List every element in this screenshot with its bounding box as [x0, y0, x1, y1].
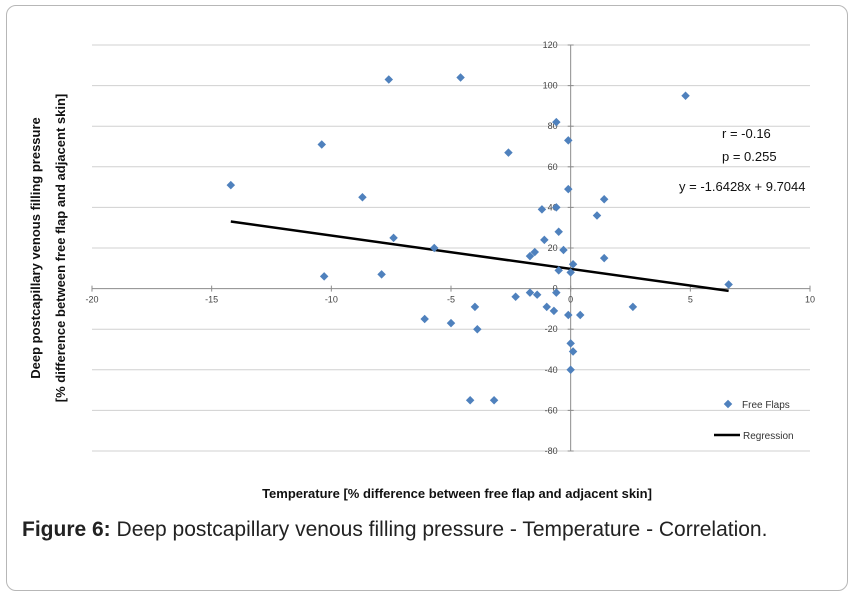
data-point: [599, 195, 609, 204]
data-point: [568, 347, 578, 356]
data-point: [456, 73, 465, 82]
data-point: [542, 302, 551, 312]
data-point: [628, 302, 638, 312]
x-axis-title: Temperature [% difference between free f…: [262, 486, 652, 501]
x-tick-label: -5: [447, 295, 455, 305]
data-point: [473, 324, 482, 334]
data-point: [384, 75, 394, 84]
y-tick-label: 100: [543, 81, 558, 91]
y-tick-label: -40: [545, 365, 558, 375]
y-tick-label: 80: [548, 121, 558, 131]
axes: [91, 44, 811, 452]
y-tick-label: 0: [553, 284, 558, 294]
data-point: [430, 243, 439, 253]
data-point: [566, 339, 575, 348]
y-tick-label: -60: [545, 405, 558, 415]
data-point: [226, 180, 236, 190]
data-point: [592, 211, 602, 220]
figure-caption: Figure 6: Deep postcapillary venous fill…: [22, 516, 836, 544]
x-tick-label: 0: [568, 295, 573, 305]
data-point: [552, 288, 561, 297]
x-tick-label: 5: [688, 295, 693, 305]
data-point: [525, 288, 535, 297]
data-point: [568, 259, 578, 269]
caption-text: Deep postcapillary venous filling pressu…: [110, 518, 768, 541]
y-tick-label: 60: [548, 162, 558, 172]
data-point: [389, 233, 398, 243]
y-tick-label: -80: [545, 446, 558, 456]
data-point: [446, 318, 456, 328]
data-point: [489, 396, 499, 405]
data-point: [319, 272, 329, 281]
data-point: [681, 91, 690, 100]
data-point: [377, 270, 386, 279]
y-tick-label: 20: [548, 243, 558, 253]
data-point: [537, 205, 547, 214]
caption-label: Figure 6:: [22, 518, 111, 541]
x-tick-label: -10: [325, 295, 338, 305]
y-axis-title-line-1: Deep postcapillary venous filling pressu…: [28, 117, 43, 379]
data-point: [554, 266, 563, 275]
data-point: [549, 306, 559, 316]
figure-frame: [6, 5, 848, 591]
data-point: [575, 310, 585, 320]
legend-marker-free-flaps: [723, 399, 733, 409]
data-point: [470, 302, 480, 312]
x-tick-label: -15: [205, 295, 218, 305]
regression-line: [230, 220, 729, 293]
legend-label-free-flaps: Free Flaps: [742, 400, 790, 411]
data-point: [465, 396, 475, 405]
gridlines: [92, 44, 810, 452]
legend-label-regression: Regression: [743, 431, 794, 442]
data-point: [559, 245, 568, 255]
data-point: [420, 314, 429, 324]
x-tick-label: -20: [85, 295, 98, 305]
data-point: [566, 365, 575, 375]
data-point: [564, 184, 573, 194]
data-point: [358, 193, 367, 202]
data-point: [511, 292, 520, 301]
data-points: [226, 73, 733, 405]
data-point: [599, 253, 609, 263]
y-axis-title: Deep postcapillary venous filling pressu…: [28, 94, 68, 402]
data-point: [564, 310, 573, 320]
data-point: [566, 268, 575, 277]
y-tick-label: -20: [545, 324, 558, 334]
annotation-equation: y = -1.6428x + 9.7044: [679, 179, 805, 194]
annotation-p: p = 0.255: [722, 149, 777, 164]
annotation-r: r = -0.16: [722, 126, 771, 141]
data-point: [317, 140, 327, 149]
regression-layer: [230, 220, 729, 293]
data-point: [724, 280, 733, 289]
y-axis-title-line-2: [% difference between free flap and adja…: [53, 94, 68, 402]
data-point: [554, 227, 563, 237]
scatter-chart: -20-15-10-50510-80-60-40-200204060801001…: [28, 40, 815, 501]
data-point: [564, 136, 573, 145]
x-tick-label: 10: [805, 295, 815, 305]
data-point: [532, 290, 542, 299]
y-tick-label: 120: [543, 40, 558, 50]
legend: Free Flaps Regression: [714, 399, 794, 442]
data-point: [504, 148, 513, 157]
